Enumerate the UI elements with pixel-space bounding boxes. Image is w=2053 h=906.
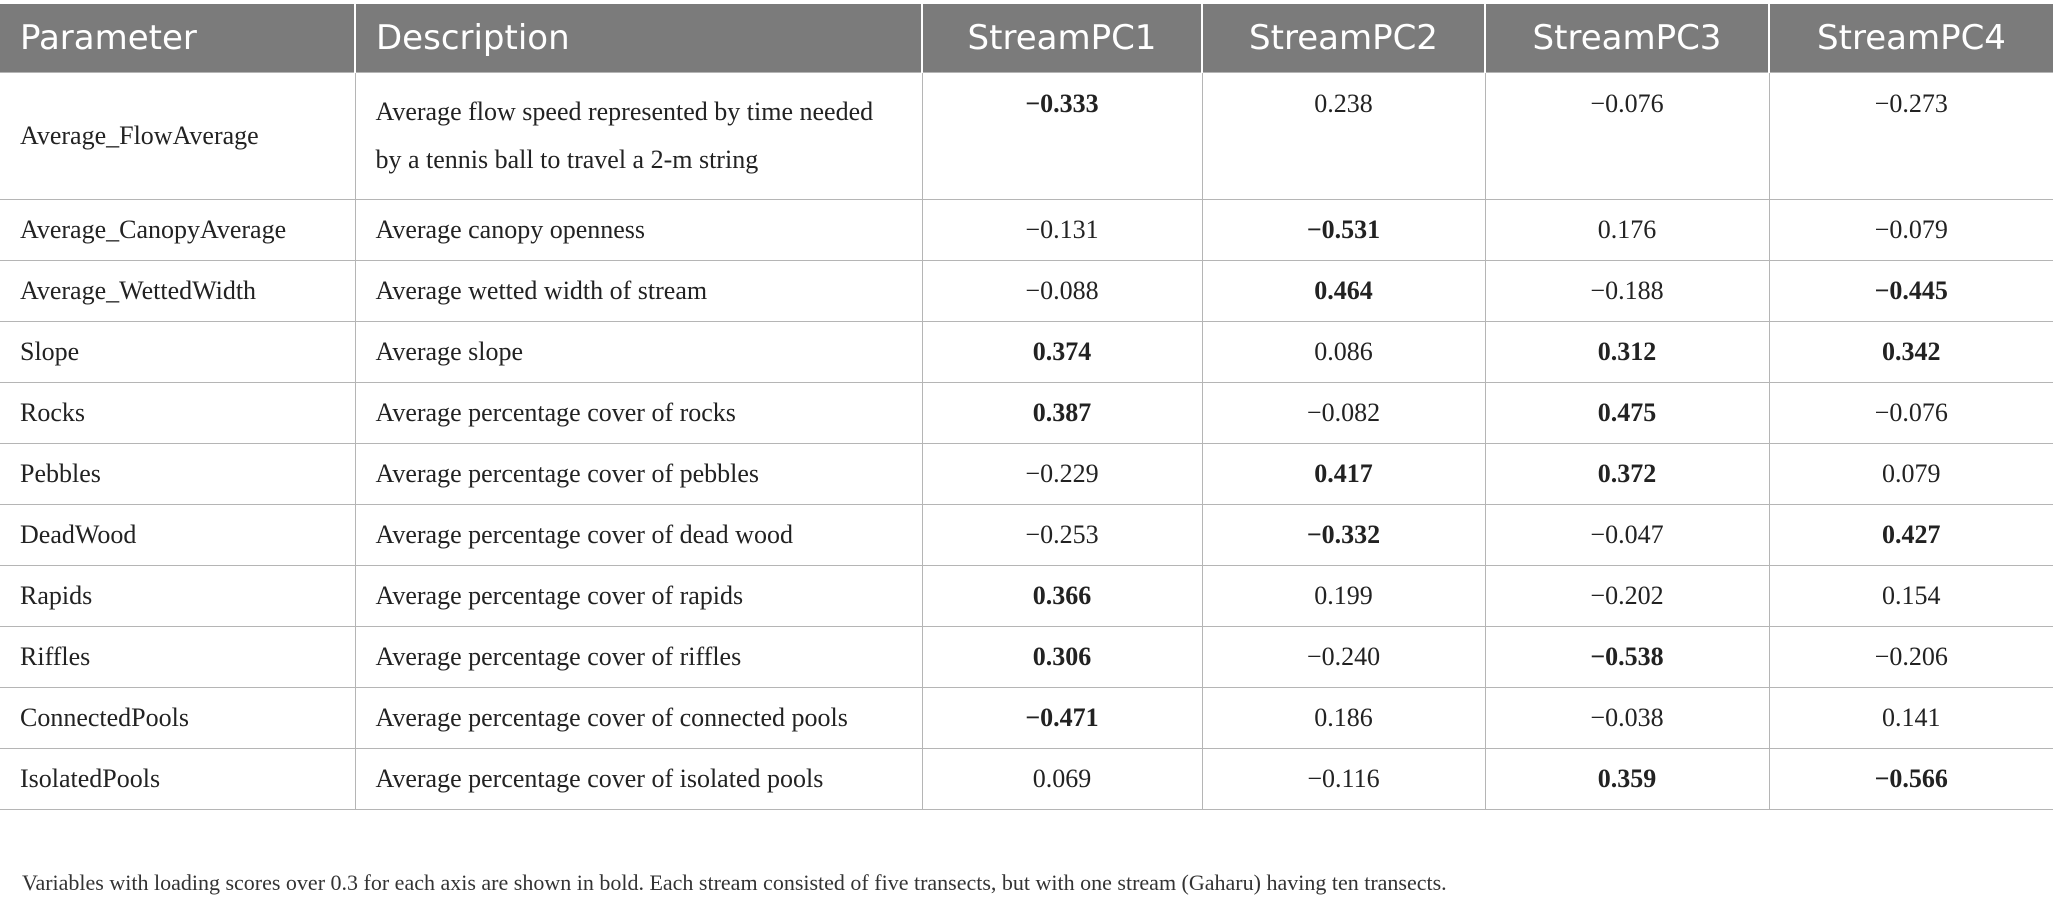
loading-cell-streampc2: 0.186 <box>1201 687 1486 749</box>
loading-cell-streampc1: −0.088 <box>921 260 1203 322</box>
parameter-cell: Rocks <box>0 382 356 444</box>
loading-cell-streampc2: −0.531 <box>1201 199 1486 261</box>
table-row: Average_WettedWidth Average wetted width … <box>0 260 2053 322</box>
loading-cell-streampc3: −0.538 <box>1484 626 1770 688</box>
loading-cell-streampc3: 0.475 <box>1484 382 1770 444</box>
parameter-cell: Pebbles <box>0 443 356 505</box>
parameter-cell: DeadWood <box>0 504 356 566</box>
parameter-cell: Average_FlowAverage <box>0 72 356 200</box>
loadings-table-container: Parameter Description StreamPC1 StreamPC… <box>0 4 2053 810</box>
table-footnote: Variables with loading scores over 0.3 f… <box>22 870 1447 895</box>
loading-cell-streampc1: 0.366 <box>921 565 1203 627</box>
loading-cell-streampc3: 0.359 <box>1484 748 1770 810</box>
loading-cell-streampc3: 0.176 <box>1484 199 1770 261</box>
loading-cell-streampc4: 0.141 <box>1768 687 2053 749</box>
loading-cell-streampc3: −0.047 <box>1484 504 1770 566</box>
description-cell: Average percentage cover of riffles <box>354 626 923 688</box>
loading-cell-streampc1: 0.387 <box>921 382 1203 444</box>
loading-cell-streampc1: 0.306 <box>921 626 1203 688</box>
loading-cell-streampc1: 0.374 <box>921 321 1203 383</box>
description-cell: Average percentage cover of isolated poo… <box>354 748 923 810</box>
loading-cell-streampc1: 0.069 <box>921 748 1203 810</box>
loading-cell-streampc2: 0.417 <box>1201 443 1486 505</box>
header-streampc1: StreamPC1 <box>921 4 1202 73</box>
table-row: DeadWood Average percentage cover of dead… <box>0 504 2053 566</box>
description-cell: Average wetted width of stream <box>354 260 923 322</box>
loading-cell-streampc1: −0.131 <box>921 199 1203 261</box>
loading-cell-streampc3: 0.372 <box>1484 443 1770 505</box>
parameter-cell: Riffles <box>0 626 356 688</box>
description-cell: Average percentage cover of connected po… <box>354 687 923 749</box>
loading-cell-streampc2: −0.332 <box>1201 504 1486 566</box>
loading-cell-streampc3: −0.202 <box>1484 565 1770 627</box>
loading-cell-streampc3: −0.038 <box>1484 687 1770 749</box>
loading-cell-streampc4: −0.273 <box>1768 72 2053 200</box>
table-body: Average_FlowAverage Average flow speed re… <box>0 72 2053 810</box>
loading-cell-streampc4: −0.566 <box>1768 748 2053 810</box>
loading-cell-streampc1: −0.471 <box>921 687 1203 749</box>
table-row: Riffles Average percentage cover of riffl… <box>0 626 2053 688</box>
parameter-cell: Average_WettedWidth <box>0 260 356 322</box>
description-cell: Average canopy openness <box>354 199 923 261</box>
loading-cell-streampc4: −0.206 <box>1768 626 2053 688</box>
table-row: Average_FlowAverage Average flow speed re… <box>0 72 2053 200</box>
loading-cell-streampc4: −0.445 <box>1768 260 2053 322</box>
loading-cell-streampc2: 0.086 <box>1201 321 1486 383</box>
table-row: Rocks Average percentage cover of rocks 0.… <box>0 382 2053 444</box>
table-row: Pebbles Average percentage cover of pebbl… <box>0 443 2053 505</box>
loading-cell-streampc4: −0.079 <box>1768 199 2053 261</box>
description-cell: Average flow speed represented by time n… <box>354 72 923 200</box>
description-cell: Average percentage cover of rocks <box>354 382 923 444</box>
header-streampc2: StreamPC2 <box>1201 4 1485 73</box>
table-row: Slope Average slope 0.374 0.086 0.312 0.342 <box>0 321 2053 383</box>
description-cell: Average percentage cover of rapids <box>354 565 923 627</box>
loading-cell-streampc1: −0.229 <box>921 443 1203 505</box>
header-description: Description <box>354 4 922 73</box>
loading-cell-streampc2: −0.116 <box>1201 748 1486 810</box>
pca-loadings-table: Parameter Description StreamPC1 StreamPC… <box>0 4 2053 810</box>
header-parameter: Parameter <box>0 4 355 73</box>
loading-cell-streampc2: 0.464 <box>1201 260 1486 322</box>
header-streampc4: StreamPC4 <box>1768 4 2053 73</box>
loading-cell-streampc1: −0.253 <box>921 504 1203 566</box>
loading-cell-streampc4: 0.342 <box>1768 321 2053 383</box>
loading-cell-streampc1: −0.333 <box>921 72 1203 200</box>
loading-cell-streampc3: 0.312 <box>1484 321 1770 383</box>
loading-cell-streampc2: 0.238 <box>1201 72 1486 200</box>
parameter-cell: Slope <box>0 321 356 383</box>
header-row: Parameter Description StreamPC1 StreamPC… <box>0 4 2053 73</box>
loading-cell-streampc4: 0.154 <box>1768 565 2053 627</box>
description-cell: Average slope <box>354 321 923 383</box>
parameter-cell: Average_CanopyAverage <box>0 199 356 261</box>
table-row: ConnectedPools Average percentage cover o… <box>0 687 2053 749</box>
loading-cell-streampc3: −0.188 <box>1484 260 1770 322</box>
parameter-cell: IsolatedPools <box>0 748 356 810</box>
table-row: Average_CanopyAverage Average canopy open… <box>0 199 2053 261</box>
loading-cell-streampc2: −0.240 <box>1201 626 1486 688</box>
description-cell: Average percentage cover of dead wood <box>354 504 923 566</box>
loading-cell-streampc2: −0.082 <box>1201 382 1486 444</box>
table-row: Rapids Average percentage cover of rapids… <box>0 565 2053 627</box>
header-streampc3: StreamPC3 <box>1484 4 1769 73</box>
parameter-cell: Rapids <box>0 565 356 627</box>
loading-cell-streampc3: −0.076 <box>1484 72 1770 200</box>
parameter-cell: ConnectedPools <box>0 687 356 749</box>
loading-cell-streampc4: −0.076 <box>1768 382 2053 444</box>
loading-cell-streampc4: 0.079 <box>1768 443 2053 505</box>
table-row: IsolatedPools Average percentage cover of… <box>0 748 2053 810</box>
loading-cell-streampc2: 0.199 <box>1201 565 1486 627</box>
description-cell: Average percentage cover of pebbles <box>354 443 923 505</box>
loading-cell-streampc4: 0.427 <box>1768 504 2053 566</box>
